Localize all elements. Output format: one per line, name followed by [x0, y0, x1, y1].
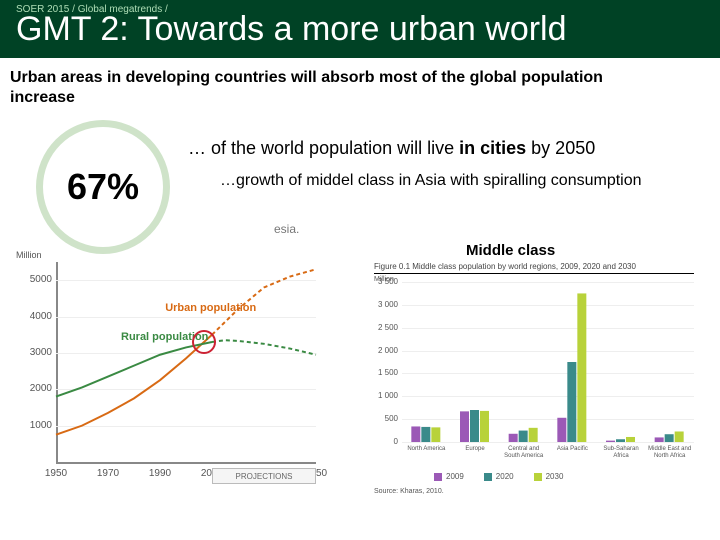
chartB-gridline: [402, 442, 694, 443]
chartB-bars: [402, 282, 694, 442]
chartB-legend: 2009 2020 2030: [434, 472, 563, 481]
chartB-caption: Figure 0.1 Middle class population by wo…: [374, 262, 694, 274]
chartB-ytick: 2 000: [374, 346, 398, 355]
chartA-ytick: 3000: [16, 347, 52, 358]
legend-item: 2030: [534, 472, 564, 481]
page-title: GMT 2: Towards a more urban world: [16, 10, 567, 49]
chartA-ytick: 2000: [16, 383, 52, 394]
chartA-lines: [56, 262, 316, 462]
middle-class-chart: Figure 0.1 Middle class population by wo…: [374, 262, 704, 502]
subtitle: Urban areas in developing countries will…: [10, 68, 610, 108]
projection-label: PROJECTIONS: [212, 468, 316, 484]
urban-rural-chart: Million 10002000300040005000 19501970199…: [16, 262, 322, 502]
legend-swatch: [534, 473, 542, 481]
urban-series-label: Urban population: [165, 302, 256, 314]
chartB-category: Sub-Saharan Africa: [597, 446, 645, 459]
stat-bubble: 67%: [36, 120, 170, 254]
bubble-inner: 67%: [43, 127, 163, 247]
chartB-ytick: 1 000: [374, 391, 398, 400]
stray-fragment: esia.: [274, 222, 299, 236]
chartB-category: North America: [402, 446, 450, 453]
fact1-suffix: by 2050: [526, 138, 595, 158]
legend-label: 2020: [496, 472, 514, 481]
chartB-ytick: 3 500: [374, 277, 398, 286]
chartB-ytick: 3 000: [374, 300, 398, 309]
legend-swatch: [484, 473, 492, 481]
fact-line-2: …growth of middel class in Asia with spi…: [220, 172, 642, 190]
chartA-xaxis: [56, 462, 316, 464]
legend-label: 2009: [446, 472, 464, 481]
legend-item: 2009: [434, 472, 464, 481]
fact1-bold: in cities: [459, 138, 526, 158]
chartA-yunit: Million: [16, 250, 42, 260]
chartA-xtick: 1950: [45, 468, 67, 479]
chartB-source: Source: Kharas, 2010.: [374, 488, 444, 495]
legend-label: 2030: [546, 472, 564, 481]
bubble-value: 67%: [67, 166, 139, 208]
chartA-ytick: 4000: [16, 311, 52, 322]
legend-item: 2020: [484, 472, 514, 481]
chartB-category: Asia Pacific: [548, 446, 596, 453]
chartB-ytick: 500: [374, 414, 398, 423]
chartB-ytick: 1 500: [374, 368, 398, 377]
fact1-prefix: … of the world population will live: [188, 138, 459, 158]
chartA-ytick: 5000: [16, 274, 52, 285]
middle-class-title: Middle class: [466, 242, 555, 259]
chartB-category: Middle East and North Africa: [646, 446, 694, 459]
chartA-xtick: 1970: [97, 468, 119, 479]
fact-line-1: … of the world population will live in c…: [188, 138, 595, 159]
crossover-marker: [192, 330, 216, 354]
chartA-xtick: 1990: [149, 468, 171, 479]
legend-swatch: [434, 473, 442, 481]
chartB-ytick: 0: [374, 437, 398, 446]
chartB-category: Europe: [451, 446, 499, 453]
chartB-category: Central and South America: [500, 446, 548, 459]
chartB-ytick: 2 500: [374, 323, 398, 332]
chartA-ytick: 1000: [16, 420, 52, 431]
